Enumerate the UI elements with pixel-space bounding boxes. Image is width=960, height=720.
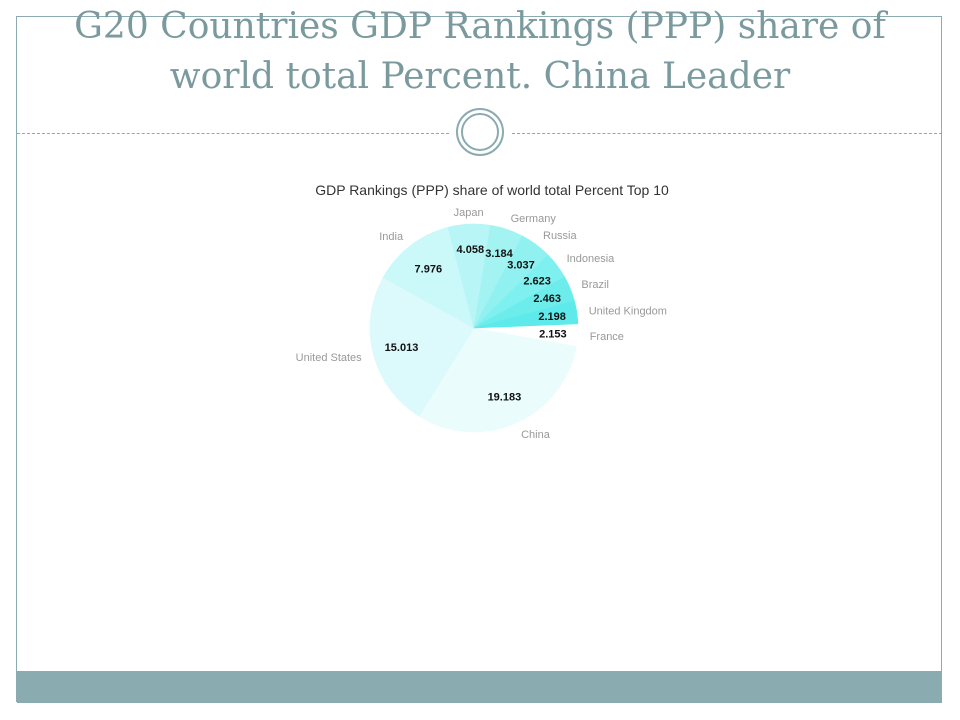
category-label-brazil: Brazil: [581, 279, 609, 291]
value-label-united-kingdom: 2.198: [538, 311, 566, 323]
category-label-france: France: [590, 331, 624, 343]
divider-circle-ornament: [456, 108, 504, 156]
value-label-japan: 4.058: [457, 244, 485, 256]
category-label-russia: Russia: [543, 230, 578, 242]
slide-title-line2: world total Percent. China Leader: [169, 56, 791, 97]
pie-slices: [369, 223, 579, 433]
category-label-united-states: United States: [296, 352, 363, 364]
pie-slice-united-kingdom: [473, 300, 579, 329]
category-label-united-kingdom: United Kingdom: [589, 306, 667, 318]
value-label-france: 2.153: [539, 329, 567, 341]
slide-title: G20 Countries GDP Rankings (PPP) share o…: [0, 2, 960, 102]
slide-title-line1: G20 Countries GDP Rankings (PPP) share o…: [74, 6, 886, 47]
value-label-brazil: 2.463: [533, 293, 561, 305]
title-divider-left: [17, 133, 449, 134]
value-label-china: 19.183: [488, 391, 522, 403]
value-label-germany: 3.184: [485, 248, 513, 260]
pie-slice-china: [418, 327, 577, 433]
category-label-china: China: [521, 429, 551, 441]
category-label-germany: Germany: [511, 213, 557, 225]
chart-title: GDP Rankings (PPP) share of world total …: [315, 182, 669, 198]
category-label-indonesia: Indonesia: [567, 253, 616, 265]
category-label-india: India: [379, 231, 404, 243]
value-label-india: 7.976: [415, 264, 443, 276]
footer-bar: [17, 671, 942, 703]
pie-category-labels: France China United States India Japan German…: [296, 207, 667, 441]
pie-slice-united-states: [369, 276, 475, 417]
value-label-united-states: 15.013: [385, 342, 419, 354]
value-label-indonesia: 2.623: [523, 275, 551, 287]
value-label-russia: 3.037: [507, 260, 535, 272]
category-label-japan: Japan: [454, 207, 484, 219]
title-divider-right: [512, 133, 942, 134]
pie-slice-india: [382, 226, 475, 329]
